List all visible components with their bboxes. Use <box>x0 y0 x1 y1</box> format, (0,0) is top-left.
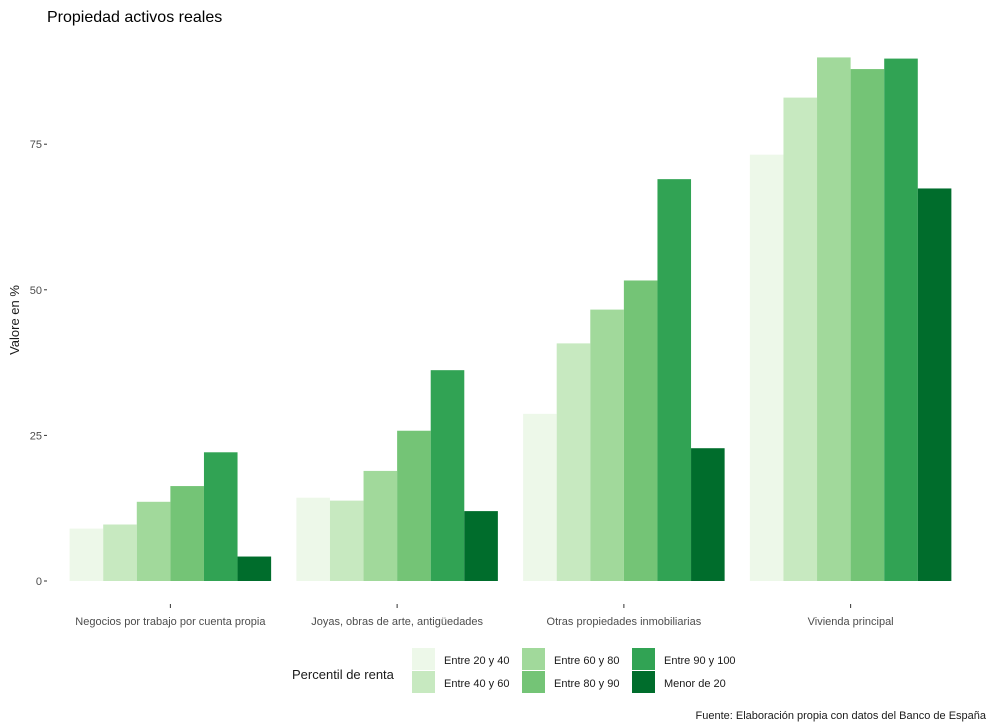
y-tick-label: 75 <box>30 139 42 151</box>
bar <box>783 97 818 581</box>
chart-title: Propiedad activos reales <box>47 9 222 26</box>
bar <box>556 343 591 581</box>
bar <box>237 556 272 581</box>
bar <box>397 430 431 581</box>
legend-label: Entre 80 y 90 <box>554 678 619 690</box>
legend-key <box>522 671 545 693</box>
y-tick-label: 50 <box>30 285 42 297</box>
x-tick-label: Vivienda principal <box>808 616 894 628</box>
legend-label: Entre 60 y 80 <box>554 655 619 667</box>
bar <box>464 511 498 581</box>
legend-label: Entre 90 y 100 <box>664 655 736 667</box>
x-axis: Negocios por trabajo por cuenta propia Jo… <box>75 604 894 628</box>
bar <box>296 497 330 581</box>
bar <box>817 57 851 581</box>
bar <box>136 501 171 581</box>
bar <box>749 154 784 581</box>
legend-key <box>632 648 655 670</box>
caption: Fuente: Elaboración propia con datos del… <box>696 710 987 722</box>
bar <box>363 470 398 581</box>
y-tick-label: 25 <box>30 430 42 442</box>
bar <box>623 280 658 581</box>
bar <box>69 528 104 581</box>
bar <box>884 58 918 581</box>
bar <box>203 452 238 581</box>
bar <box>329 500 364 581</box>
legend-label: Menor de 20 <box>664 678 726 690</box>
bar <box>523 413 557 581</box>
legend-label: Entre 20 y 40 <box>444 655 509 667</box>
legend-key <box>522 648 545 670</box>
bar <box>691 448 725 581</box>
bar <box>657 179 692 582</box>
legend-title: Percentil de renta <box>292 667 395 682</box>
bar <box>590 309 624 581</box>
bar <box>850 69 885 581</box>
x-tick-label: Joyas, obras de arte, antigüedades <box>311 616 483 628</box>
y-axis-label: Valore en % <box>7 285 22 355</box>
legend: Percentil de renta Entre 20 y 40 Entre 40… <box>292 648 736 693</box>
bar <box>917 188 952 581</box>
x-tick-label: Negocios por trabajo por cuenta propia <box>75 616 266 628</box>
y-axis: 0 25 50 75 <box>30 139 47 588</box>
x-tick-label: Otras propiedades inmobiliarias <box>547 616 702 628</box>
bar <box>170 486 204 581</box>
legend-key <box>632 671 655 693</box>
bars <box>69 57 952 582</box>
legend-key <box>412 648 435 670</box>
legend-key <box>412 671 435 693</box>
bar <box>430 370 465 581</box>
legend-label: Entre 40 y 60 <box>444 678 509 690</box>
y-tick-label: 0 <box>36 576 42 588</box>
bar <box>103 524 137 581</box>
